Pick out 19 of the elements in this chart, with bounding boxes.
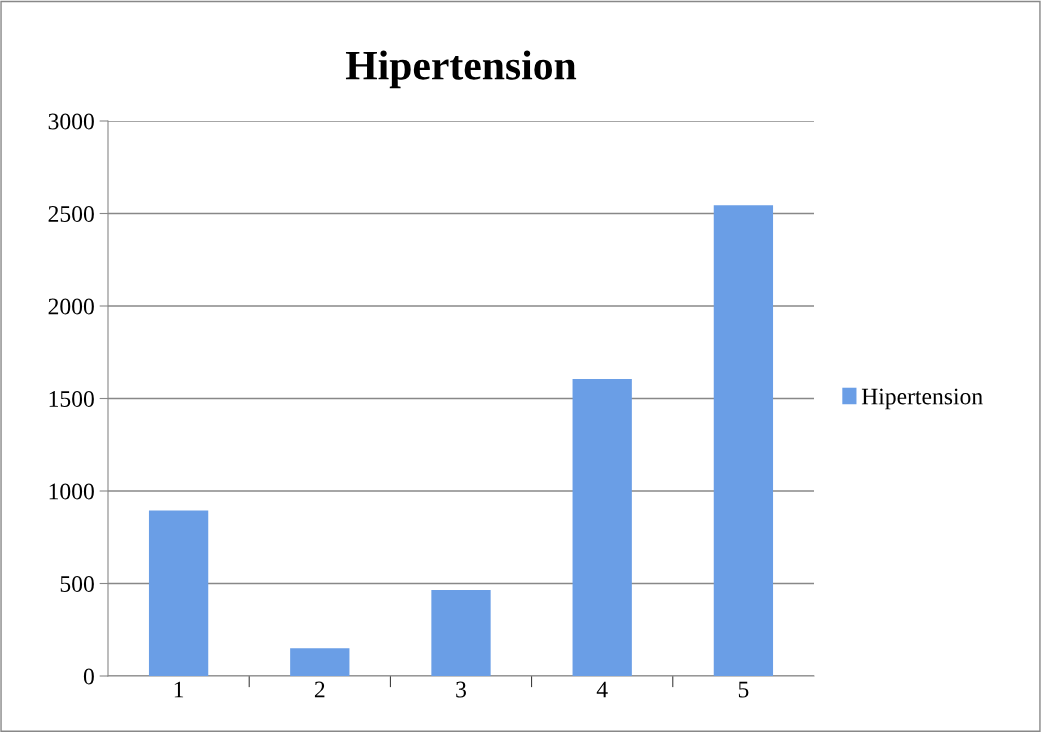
legend-label: Hipertension [861,388,983,410]
y-tick-label: 1500 [49,390,94,407]
x-tick-label: 3 [456,681,466,698]
y-tick-label: 1000 [49,483,94,500]
x-tick-label: 1 [174,681,184,698]
y-tick-label: 3000 [48,113,94,130]
y-tick-label: 2000 [48,298,94,315]
chart-title: Hipertension [345,50,577,89]
bar [290,648,350,676]
y-tick-label: 500 [60,575,94,592]
bar [572,379,632,676]
bar [431,589,491,676]
bar [713,205,774,676]
x-tick-label: 2 [314,681,325,698]
x-tick-label: 5 [738,681,749,698]
x-tick-label: 4 [596,681,608,698]
y-tick-label: 2500 [48,205,94,222]
y-tick-label: 0 [83,668,94,685]
bar [148,510,209,676]
